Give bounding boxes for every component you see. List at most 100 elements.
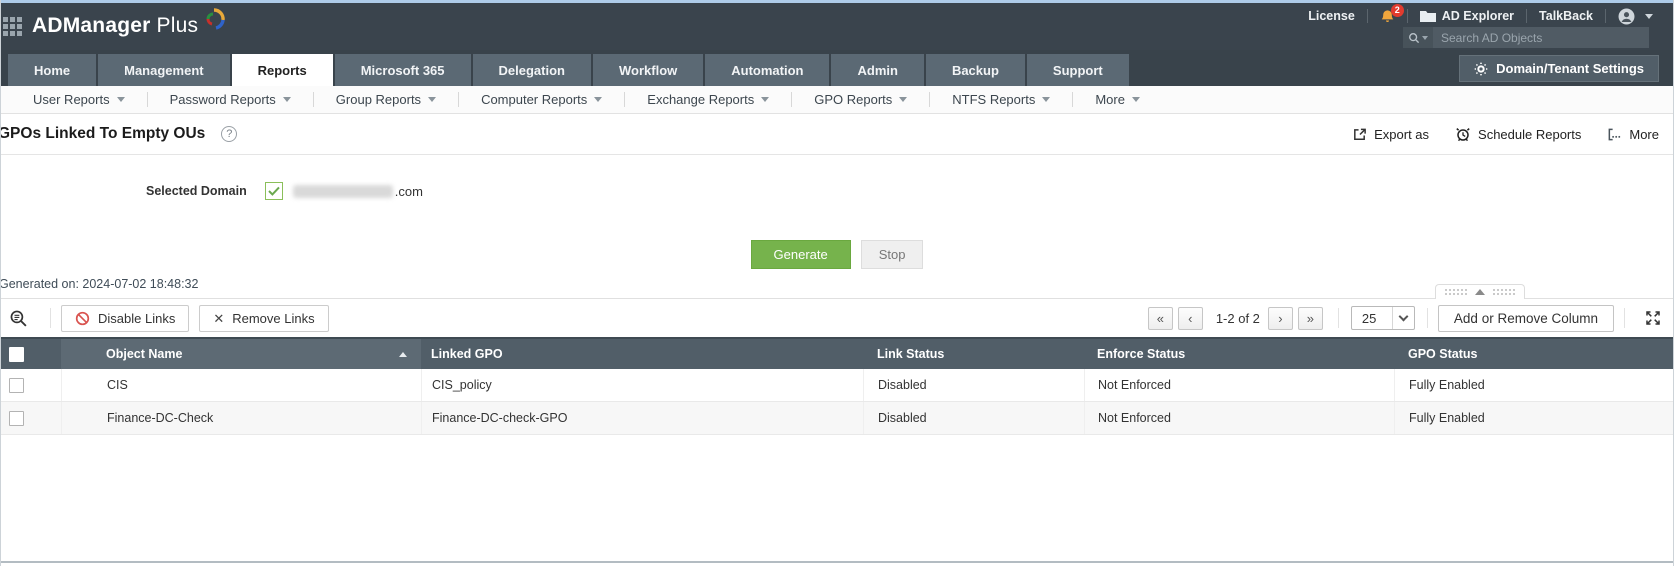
remove-links-button[interactable]: ✕ Remove Links — [199, 304, 329, 332]
disable-links-button[interactable]: Disable Links — [61, 304, 190, 332]
settings-button-label: Domain/Tenant Settings — [1496, 61, 1644, 76]
chevron-down-icon — [1042, 97, 1051, 102]
bell-icon — [1380, 9, 1395, 24]
page-size-select[interactable]: 25 — [1350, 306, 1415, 330]
subnav-more[interactable]: More — [1091, 92, 1144, 107]
cell-gpo-status: Fully Enabled — [1394, 369, 1673, 401]
ad-object-search — [1403, 27, 1649, 48]
chevron-down-icon — [1398, 311, 1409, 322]
search-input[interactable] — [1433, 30, 1649, 45]
disable-icon — [75, 311, 90, 326]
selected-domain-label: Selected Domain — [146, 184, 247, 198]
chevron-down-icon — [428, 97, 437, 102]
table-toolbar: Disable Links ✕ Remove Links « ‹ 1-2 of … — [1, 299, 1673, 337]
tab-backup[interactable]: Backup — [925, 54, 1025, 86]
ad-explorer-label: AD Explorer — [1441, 9, 1515, 23]
domain-suffix: .com — [394, 183, 423, 199]
column-header-link-status[interactable]: Link Status — [877, 347, 945, 361]
tab-reports[interactable]: Reports — [231, 54, 333, 86]
schedule-reports-button[interactable]: Schedule Reports — [1455, 126, 1581, 142]
cell-linked-gpo: Finance-DC-check-GPO — [421, 402, 863, 434]
row-checkbox[interactable] — [9, 377, 24, 393]
column-header-linked-gpo[interactable]: Linked GPO — [431, 347, 503, 361]
results-divider — [1, 284, 1673, 299]
stop-button[interactable]: Stop — [860, 240, 924, 269]
logo-swirl-icon — [200, 5, 226, 35]
app-grid-icon[interactable] — [3, 16, 22, 36]
subnav-password-reports[interactable]: Password Reports — [166, 92, 295, 107]
more-actions-label: More — [1629, 126, 1659, 142]
chevron-down-icon — [116, 97, 125, 102]
pagination-next-button[interactable]: › — [1267, 306, 1293, 330]
chevron-down-icon — [1645, 13, 1653, 19]
topbar-divider — [1605, 9, 1606, 23]
subnav-gpo-reports[interactable]: GPO Reports — [810, 92, 911, 107]
cell-link-status: Disabled — [863, 402, 1084, 434]
column-header-gpo-status[interactable]: GPO Status — [1408, 347, 1478, 361]
window-bottom-border — [1, 561, 1673, 563]
export-as-label: Export as — [1374, 126, 1430, 142]
select-caret — [1391, 307, 1414, 329]
topbar-divider — [1526, 9, 1528, 23]
report-header: GPOs Linked To Empty OUs ? Export as — [1, 114, 1673, 155]
talkback-link[interactable]: TalkBack — [1527, 8, 1605, 24]
sort-ascending-icon — [399, 351, 407, 357]
collapse-panel-handle[interactable] — [1435, 284, 1525, 299]
subnav-ntfs-reports[interactable]: NTFS Reports — [948, 92, 1054, 107]
table-row[interactable]: CIS CIS_policy Disabled Not Enforced Ful… — [1, 369, 1673, 402]
domain-tenant-settings-button[interactable]: Domain/Tenant Settings — [1459, 55, 1659, 82]
help-icon[interactable]: ? — [221, 126, 238, 142]
column-header-enforce-status[interactable]: Enforce Status — [1097, 347, 1186, 361]
user-menu[interactable] — [1606, 8, 1665, 24]
tab-automation[interactable]: Automation — [705, 54, 830, 86]
cell-gpo-status: Fully Enabled — [1394, 402, 1673, 434]
app-logo[interactable]: ADManager Plus — [32, 14, 199, 37]
tab-microsoft-365[interactable]: Microsoft 365 — [334, 54, 471, 86]
topbar: License 2 AD Ex — [1296, 3, 1665, 27]
export-as-button[interactable]: Export as — [1352, 127, 1429, 142]
subnav-group-reports[interactable]: Group Reports — [332, 92, 440, 107]
gear-icon — [1474, 61, 1489, 76]
tab-admin[interactable]: Admin — [831, 54, 924, 86]
app-header: ADManager Plus License — [1, 3, 1673, 50]
logo-text-bold: ADManager — [32, 14, 151, 37]
pagination-prev-button[interactable]: ‹ — [1177, 306, 1203, 330]
column-header-object-name[interactable]: Object Name — [61, 339, 421, 369]
subnav-exchange-reports[interactable]: Exchange Reports — [643, 92, 773, 107]
subnav-user-reports[interactable]: User Reports — [29, 92, 129, 107]
generate-row: Generate Stop — [1, 240, 1673, 269]
tab-support[interactable]: Support — [1026, 54, 1129, 86]
notifications-button[interactable]: 2 — [1368, 3, 1407, 24]
pagination-last-button[interactable]: » — [1297, 306, 1323, 330]
table-search-icon[interactable] — [9, 309, 28, 328]
select-all-checkbox[interactable] — [9, 346, 24, 362]
domain-checkbox[interactable] — [264, 182, 283, 200]
expand-table-icon[interactable] — [1645, 310, 1661, 326]
search-scope-caret-icon — [1422, 35, 1428, 40]
add-remove-column-button[interactable]: Add or Remove Column — [1437, 304, 1614, 332]
main-navbar: Home Management Reports Microsoft 365 De… — [1, 50, 1673, 86]
chevron-down-icon — [282, 97, 291, 102]
ad-explorer-link[interactable]: AD Explorer — [1408, 8, 1526, 24]
cell-object-name: CIS — [61, 369, 421, 401]
pagination-first-button[interactable]: « — [1147, 306, 1173, 330]
generate-button[interactable]: Generate — [750, 240, 851, 269]
more-list-icon — [1607, 127, 1622, 142]
row-checkbox[interactable] — [9, 410, 24, 426]
license-link[interactable]: License — [1296, 8, 1367, 24]
window-top-accent — [1, 0, 1673, 3]
cell-object-name: Finance-DC-Check — [61, 402, 421, 434]
table-row[interactable]: Finance-DC-Check Finance-DC-check-GPO Di… — [1, 402, 1673, 435]
tab-home[interactable]: Home — [8, 54, 97, 86]
tab-delegation[interactable]: Delegation — [472, 54, 591, 86]
subnav-computer-reports[interactable]: Computer Reports — [477, 92, 606, 107]
table-header-row: Object Name Linked GPO Link Status Enfor… — [1, 339, 1673, 369]
pagination-range: 1-2 of 2 — [1215, 310, 1260, 326]
tab-management[interactable]: Management — [98, 54, 230, 86]
license-label: License — [1308, 9, 1355, 23]
schedule-reports-label: Schedule Reports — [1478, 126, 1582, 142]
tab-workflow[interactable]: Workflow — [593, 54, 704, 86]
search-scope-button[interactable] — [1403, 27, 1433, 48]
more-actions-button[interactable]: More — [1607, 127, 1659, 142]
